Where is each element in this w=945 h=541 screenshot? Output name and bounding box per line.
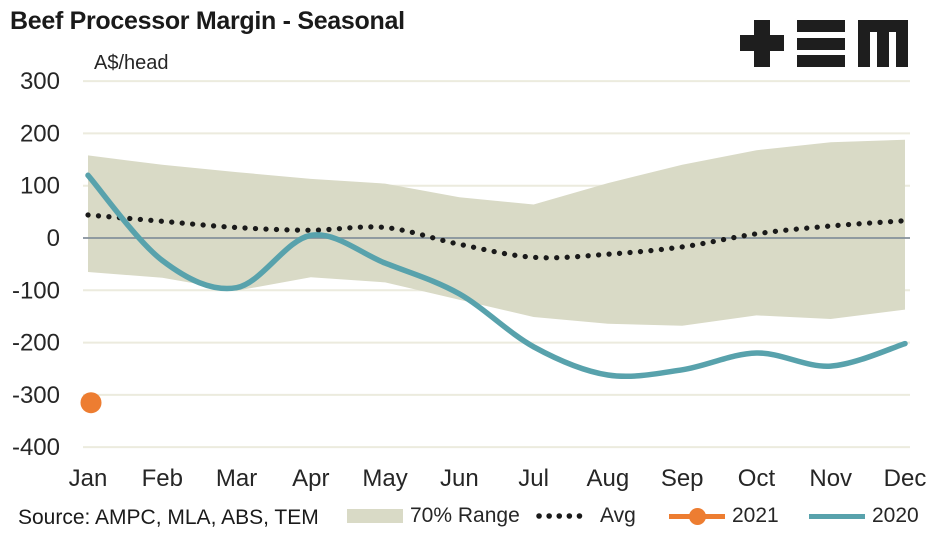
y-axis-tick-label: 0 [47, 225, 60, 252]
x-axis-month-label: Jan [69, 465, 108, 492]
line-2020 [85, 172, 908, 380]
legend-item-avg: Avg [535, 503, 636, 529]
x-axis-month-label: Mar [216, 465, 257, 492]
x-axis-month-label: Sep [661, 465, 704, 492]
range-band-area [88, 139, 905, 326]
legend-label-2021: 2021 [732, 504, 779, 527]
avg-dotted-swatch-icon [536, 513, 592, 519]
x-axis-month-label: May [362, 465, 407, 492]
legend-label-avg: Avg [600, 504, 636, 527]
x-axis-month-label: Jul [518, 465, 549, 492]
tem-logo-icon [740, 20, 908, 67]
legend-item-70-range: 70% Range [347, 503, 520, 529]
x-axis-month-label: Apr [292, 465, 329, 492]
y-axis-tick-label: -300 [12, 382, 60, 409]
series-2021-swatch-icon [669, 507, 725, 525]
y-axis-units-label: A$/head [94, 52, 169, 74]
y-axis-tick-label: 200 [20, 120, 60, 147]
legend-item-2021: 2021 [669, 503, 779, 529]
x-axis-month-label: Jun [440, 465, 479, 492]
x-axis-month-label: Dec [884, 465, 927, 492]
legend-item-2020: 2020 [809, 503, 919, 529]
series-2020-swatch-icon [809, 513, 865, 519]
y-axis-tick-label: 100 [20, 173, 60, 200]
avg-dotted-line [85, 212, 908, 261]
marker-2021 [80, 392, 102, 414]
logo-plus-glyph [740, 20, 784, 67]
y-axis-tick-label: -200 [12, 330, 60, 357]
x-axis-month-label: Nov [809, 465, 852, 492]
logo-m-glyph [858, 20, 908, 67]
x-axis-month-label: Aug [587, 465, 630, 492]
y-axis-tick-label: 300 [20, 68, 60, 95]
legend-label-70-range: 70% Range [410, 504, 520, 527]
range-band-swatch-icon [347, 509, 403, 523]
x-axis-month-label: Oct [738, 465, 776, 492]
y-axis-tick-label: -100 [12, 277, 60, 304]
series-2021-marker-icon [689, 507, 706, 525]
chart-legend: 70% Range Avg 2021 2020 [0, 503, 945, 529]
logo-bars-glyph [797, 20, 845, 67]
source-note: Source: AMPC, MLA, ABS, TEM [18, 506, 319, 529]
page-title: Beef Processor Margin - Seasonal [10, 7, 405, 35]
y-axis-tick-label: -400 [12, 434, 60, 461]
legend-label-2020: 2020 [872, 504, 919, 527]
x-axis-month-label: Feb [142, 465, 183, 492]
